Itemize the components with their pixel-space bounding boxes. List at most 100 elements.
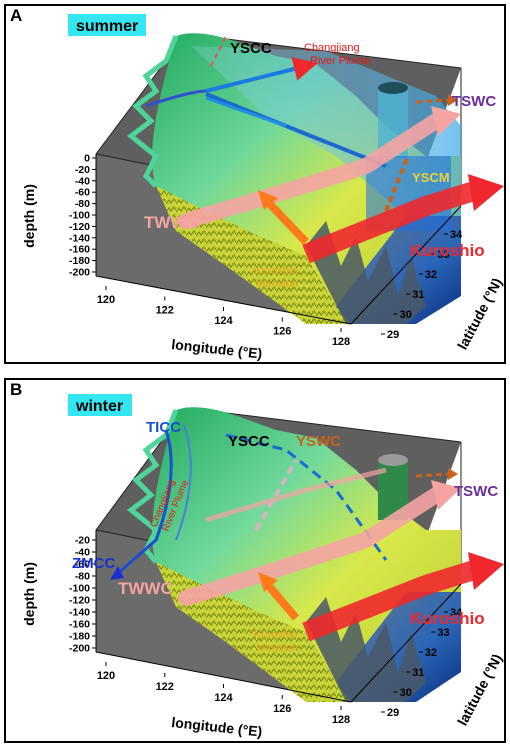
intrusion-label-1: Kuroshio [254,265,297,277]
lat-tick-label: 31 [412,289,424,301]
kuroshio-arrowhead [468,552,504,590]
kuroshio-arrowhead [468,174,504,211]
zmcc-arrowhead [110,566,124,580]
plume-label-2: River Plume [310,55,370,67]
lat-tick-label: 30 [400,687,412,699]
river-inflow-arrow [145,89,207,108]
lon-axis-line [95,275,352,325]
lon-ticks: 120 122 124 126 128 [97,286,350,348]
lon-tick-label: 122 [156,681,174,693]
lon-tick-label: 126 [273,326,291,338]
kuroshio-intrusion-arrow [264,582,300,621]
depth-tick-label: 0 [84,153,90,165]
lon-tick-label: 122 [156,305,174,317]
intrusion-label-2: Intrusion [256,642,298,654]
lat-tick-label: 34 [450,229,463,241]
depth-tick-label: -60 [75,559,90,571]
depth-tick-label: -120 [69,595,90,607]
lat-tick-label: 32 [425,647,437,659]
lon-tick-label: 120 [97,294,115,306]
tswc-arrowhead [448,468,458,480]
lon-tick-label: 128 [332,336,350,348]
lon-tick-label: 124 [214,315,233,327]
depth-tick-label: -40 [75,547,90,559]
panel-letter: A [10,6,23,25]
twwc-label: TWWC [118,579,173,598]
lat-tick-label: 34 [450,607,463,619]
twwc-arrow [178,113,444,229]
panel-b: -20 -40 -60 -80 -100 -120 -140 -160 -180 -200 dep… [4,378,506,743]
yscc-label: YSCC [228,433,270,450]
depth-tick-label: -200 [69,267,90,279]
lon-tick-label: 120 [97,670,115,682]
depth-tick-label: -20 [75,164,90,176]
depth-ticks: 0-20-40-60-80-100-120-140-160-180-200 [69,153,96,279]
yscc-arrow [225,433,388,561]
depth-tick-label: -160 [69,619,90,631]
depth-tick-label: -140 [69,232,90,244]
depth-tick-label: -20 [75,535,90,547]
depth-tick-label: -80 [75,571,90,583]
ticc-arrow [175,424,192,541]
depth-tick-label: -100 [69,210,90,222]
plume-stripe [205,467,387,523]
tswc-arrow [415,472,449,478]
lon-tick-label: 126 [273,703,291,715]
lat-tick-label: 31 [412,667,424,679]
lon-ticks: 120 122 124 126 128 [97,662,350,726]
twwc-label: TWWC [144,213,199,232]
panel-letter: B [10,380,23,399]
kuroshio-intrusion-arrowhead [258,190,278,210]
depth-axis-label: depth (m) [21,184,37,248]
depth-tick-label: -140 [69,607,90,619]
lat-tick-label: 33 [437,627,449,639]
lon-axis-label: longitude (°E) [171,714,263,739]
yswc-arrow [254,459,298,531]
intrusion-label-1: Kuroshio [254,629,297,641]
plume-label-1: Changjiang [304,42,360,54]
depth-tick-label: -180 [69,631,90,643]
twwc-arrowhead [431,106,461,136]
coastline [126,35,179,188]
depth-tick-label: -180 [69,255,90,267]
ticc-label: TICC [146,419,181,436]
kuroshio-intrusion-arrow [265,199,309,245]
plume-arrow-1 [205,57,318,93]
tswc-label: TSWC [452,93,496,110]
depth-tick-label: -100 [69,583,90,595]
depth-tick-label: -80 [75,198,90,210]
depth-tick-label: -160 [69,244,90,256]
depth-tick-label: -40 [75,175,90,187]
lat-axis-label: latitude (°N) [454,651,504,728]
lat-axis-line [350,205,462,325]
yswc-label: YSWC [296,433,341,450]
yscc-label: YSCC [230,40,272,57]
kuroshio-arrow [302,181,477,264]
season-label: summer [76,18,138,35]
lat-tick-label: 32 [425,269,437,281]
yscm-column-top [378,82,408,94]
plume-arrow-3 [205,96,287,128]
intrusion-label-2: Intrusion [256,278,298,290]
panel-b-figure: -20-40-60-80-100-120-140-160-180-200 dep… [21,394,504,740]
yscc-arrow [210,35,227,67]
ridge-column-top [378,454,408,466]
lon-tick-label: 124 [214,692,233,704]
tswc-arrowhead [448,94,458,106]
lat-axis-label: latitude (°N) [454,275,504,352]
kuroshio-label: Kuroshio [410,609,485,628]
depth-axis-label: depth (m) [21,562,37,626]
trough-ridges [306,221,426,324]
tswc-label: TSWC [454,483,498,500]
depth-tick-label: -120 [69,221,90,233]
lat-tick-label: 29 [387,329,399,341]
zmcc-arrow [115,429,173,577]
season-label: winter [75,398,123,415]
lat-axis-line [350,583,462,703]
season-badge [68,394,132,416]
lon-axis-line [95,651,352,703]
depth-tick-label: -200 [69,643,90,655]
lat-tick-label: 33 [437,249,449,261]
panel-a: 0 -20 -40 -60 -80 -100 -120 -140 -160 -180 -200 de… [4,4,506,364]
